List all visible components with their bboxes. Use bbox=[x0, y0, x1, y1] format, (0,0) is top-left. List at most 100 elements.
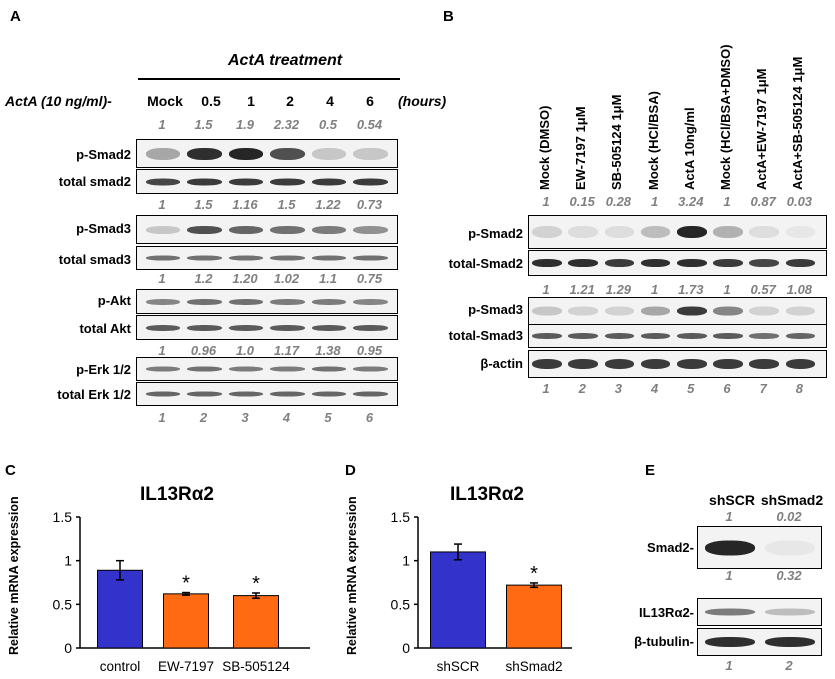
b-blot-p-smad3-band bbox=[749, 306, 780, 316]
y-tick-label: 1.5 bbox=[391, 509, 411, 525]
b-blot-beta-actin-band bbox=[532, 359, 562, 369]
lane-number: 5 bbox=[324, 410, 332, 425]
perk-quant: 1 bbox=[158, 343, 166, 358]
time-mock: Mock bbox=[147, 93, 183, 109]
b-label-total-smad2: total-Smad2 bbox=[448, 256, 523, 271]
e-blot-smad2-band bbox=[765, 540, 815, 555]
time-1: 1 bbox=[247, 93, 255, 109]
hours-unit: (hours) bbox=[398, 93, 447, 109]
y-tick-label: 1 bbox=[64, 553, 72, 569]
perk-quant: 1.17 bbox=[273, 343, 300, 358]
e-blot-smad2-band bbox=[705, 540, 755, 555]
condition-label: ActA+SB-505124 1μM bbox=[790, 56, 806, 190]
panel-b-letter: B bbox=[443, 8, 454, 25]
e-blot-beta-tubulin-band bbox=[705, 637, 755, 647]
b-psmad2-quant: 3.24 bbox=[678, 194, 704, 209]
panel-a-letter: A bbox=[10, 8, 21, 25]
b-blot-total-smad2-band bbox=[604, 259, 635, 267]
b-blot-p-smad2-band bbox=[785, 226, 816, 238]
y-tick-label: 1 bbox=[402, 553, 410, 569]
blot-p-akt-band bbox=[228, 298, 263, 305]
category-label: SB-505124 bbox=[222, 659, 290, 674]
blot-total-erk-band bbox=[353, 391, 388, 397]
blot-p-smad3-band bbox=[311, 225, 346, 234]
label-total-akt: total Akt bbox=[79, 321, 131, 336]
blot-p-smad2-band bbox=[353, 147, 388, 160]
b-psmad2-quant: 1 bbox=[723, 194, 731, 209]
category-label: shSmad2 bbox=[505, 659, 562, 674]
psmad3-quant: 1 bbox=[158, 197, 166, 212]
y-tick-label: 0.5 bbox=[53, 596, 73, 612]
b-blot-beta-actin-band bbox=[640, 359, 671, 369]
b-psmad2-quant: 0.28 bbox=[605, 194, 632, 209]
b-blot-total-smad2-band bbox=[713, 259, 743, 267]
b-blot-beta-actin-band bbox=[749, 359, 780, 369]
panel-e-letter: E bbox=[645, 462, 656, 479]
blot-total-akt-band bbox=[311, 324, 346, 331]
blot-p-akt-band bbox=[270, 298, 305, 305]
label-total-smad3: total smad3 bbox=[58, 252, 131, 267]
blot-total-akt bbox=[136, 315, 398, 340]
category-label: shSCR bbox=[437, 659, 480, 674]
blot-total-smad2 bbox=[136, 169, 398, 194]
blot-p-erk-band bbox=[353, 366, 388, 372]
blot-p-smad2-band bbox=[145, 147, 180, 160]
e-column-shscr: shSCR bbox=[709, 492, 755, 508]
significance-star: * bbox=[182, 573, 190, 595]
bar-shsmad2 bbox=[506, 584, 562, 649]
e-blot-smad2 bbox=[697, 526, 822, 569]
significance-star: * bbox=[530, 563, 538, 585]
pakt-quant: 1.2 bbox=[194, 271, 213, 286]
blot-total-smad2-band bbox=[187, 178, 222, 185]
pakt-quant: 1.20 bbox=[232, 271, 258, 286]
blot-total-erk-band bbox=[270, 391, 305, 397]
b-blot-total-smad3-band bbox=[785, 333, 816, 339]
b-blot-total-smad2-band bbox=[532, 259, 562, 267]
b-blot-total-smad3-band bbox=[676, 333, 707, 339]
condition-label: ActA+EW-7197 1μM bbox=[754, 68, 770, 190]
e-il13-quant: 1 bbox=[725, 568, 733, 583]
condition-label: Mock (HCl/BSA+DMSO) bbox=[718, 44, 733, 190]
time-4: 4 bbox=[326, 93, 334, 109]
lane-number: 1 bbox=[158, 410, 166, 425]
chart-d-plot: 0 0.5 1 1.5 shSCR * shSmad2 bbox=[391, 509, 572, 674]
psmad2-quant: 1 bbox=[158, 117, 166, 132]
b-blot-p-smad2 bbox=[528, 215, 827, 249]
pakt-quant: 1.02 bbox=[273, 271, 300, 286]
blot-total-smad3-band bbox=[145, 255, 180, 261]
b-blot-total-smad2-band bbox=[640, 259, 671, 267]
b-blot-total-smad2-band bbox=[676, 259, 707, 267]
blot-p-smad3-band bbox=[187, 225, 222, 234]
blot-p-akt bbox=[136, 289, 398, 314]
blot-p-smad3-band bbox=[353, 225, 388, 234]
b-blot-beta-actin-band bbox=[604, 359, 635, 369]
blot-total-smad3-band bbox=[228, 255, 263, 261]
e-lane-number: 2 bbox=[785, 658, 793, 673]
blot-total-smad3-band bbox=[353, 255, 388, 261]
blot-p-akt-band bbox=[145, 298, 180, 305]
chart-c-title: IL13Rα2 bbox=[140, 484, 214, 505]
psmad2-quant: 0.5 bbox=[318, 117, 338, 132]
e-label-beta-tubulin: β-tubulin- bbox=[634, 634, 694, 649]
psmad3-quant: 1.5 bbox=[194, 197, 213, 212]
e-il13-quant: 0.32 bbox=[776, 568, 802, 583]
time-0-5: 0.5 bbox=[201, 93, 221, 109]
label-p-smad2: p-Smad2 bbox=[76, 147, 131, 162]
blot-p-akt-band bbox=[353, 298, 388, 305]
y-tick-label: 0.5 bbox=[391, 596, 411, 612]
blot-p-erk-band bbox=[311, 366, 346, 372]
blot-p-akt-band bbox=[187, 298, 222, 305]
b-blot-beta-actin-band bbox=[785, 359, 816, 369]
b-blot-p-smad3-band bbox=[568, 306, 599, 316]
b-blot-total-smad3-band bbox=[713, 333, 743, 339]
psmad2-quant: 2.32 bbox=[273, 117, 300, 132]
lane-number: 2 bbox=[199, 410, 208, 425]
condition-label: EW-7197 1μM bbox=[573, 106, 589, 190]
e-blot-il13ra2 bbox=[697, 598, 822, 626]
lane-number: 3 bbox=[241, 410, 249, 425]
blot-p-smad3-band bbox=[270, 225, 305, 234]
y-tick-label: 0 bbox=[64, 640, 72, 656]
label-total-smad2: total smad2 bbox=[58, 174, 131, 189]
e-label-smad2: Smad2- bbox=[647, 540, 694, 555]
panel-c-letter: C bbox=[5, 462, 16, 479]
